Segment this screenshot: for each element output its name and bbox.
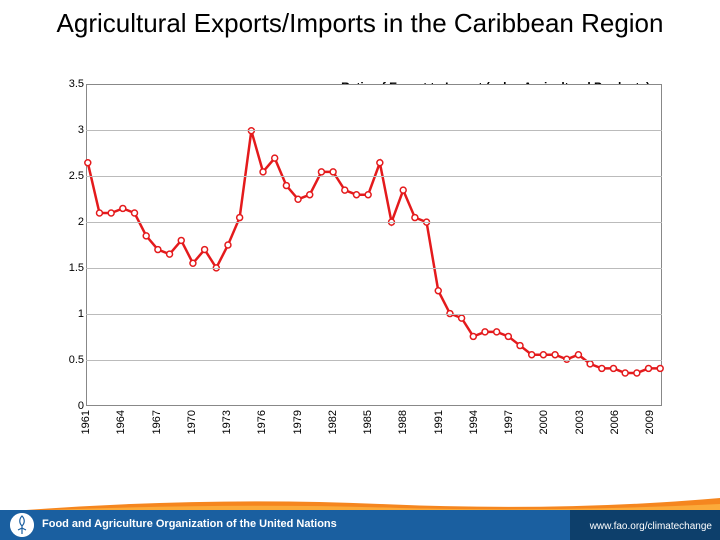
data-marker <box>167 251 173 257</box>
x-tick-label: 1985 <box>362 410 374 434</box>
data-marker <box>143 233 149 239</box>
y-tick-label: 2 <box>56 216 84 228</box>
data-marker <box>225 242 231 248</box>
x-tick-label: 1988 <box>397 410 409 434</box>
x-tick-label: 2006 <box>609 410 621 434</box>
data-marker <box>96 210 102 216</box>
chart-svg <box>87 85 661 405</box>
y-tick-label: 0.5 <box>56 354 84 366</box>
data-marker <box>295 196 301 202</box>
data-marker <box>353 192 359 198</box>
data-marker <box>587 361 593 367</box>
x-tick-label: 1976 <box>256 410 268 434</box>
x-tick-label: 1964 <box>115 410 127 434</box>
slide-title: Agricultural Exports/Imports in the Cari… <box>0 0 720 43</box>
y-tick-label: 1.5 <box>56 262 84 274</box>
data-marker <box>529 352 535 358</box>
data-marker <box>365 192 371 198</box>
x-tick-label: 2009 <box>644 410 656 434</box>
data-marker <box>611 365 617 371</box>
data-marker <box>377 160 383 166</box>
data-marker <box>505 333 511 339</box>
chart-container: Ratio of Export to Import (value Agricul… <box>50 76 670 456</box>
y-tick-label: 1 <box>56 308 84 320</box>
x-tick-label: 2000 <box>538 410 550 434</box>
data-marker <box>202 247 208 253</box>
data-marker <box>283 183 289 189</box>
data-marker <box>260 169 266 175</box>
data-marker <box>178 237 184 243</box>
fao-logo <box>10 513 34 537</box>
data-marker <box>108 210 114 216</box>
x-tick-label: 1982 <box>327 410 339 434</box>
y-tick-label: 3.5 <box>56 78 84 90</box>
x-tick-label: 1970 <box>186 410 198 434</box>
data-marker <box>342 187 348 193</box>
x-tick-label: 1967 <box>151 410 163 434</box>
x-tick-label: 2003 <box>574 410 586 434</box>
data-marker <box>318 169 324 175</box>
x-tick-label: 1997 <box>503 410 515 434</box>
data-marker <box>120 205 126 211</box>
data-marker <box>435 288 441 294</box>
data-marker <box>552 352 558 358</box>
data-marker <box>190 260 196 266</box>
data-marker <box>657 365 663 371</box>
gridline <box>86 314 662 315</box>
x-tick-label: 1961 <box>80 410 92 434</box>
gridline <box>86 176 662 177</box>
footer-org-text: Food and Agriculture Organization of the… <box>42 518 337 530</box>
data-marker <box>494 329 500 335</box>
data-marker <box>132 210 138 216</box>
data-marker <box>307 192 313 198</box>
data-marker <box>482 329 488 335</box>
data-marker <box>540 352 546 358</box>
footer-url: www.fao.org/climatechange <box>590 521 712 532</box>
gridline <box>86 268 662 269</box>
data-marker <box>237 215 243 221</box>
gridline <box>86 222 662 223</box>
gridline <box>86 130 662 131</box>
x-tick-label: 1979 <box>292 410 304 434</box>
data-marker <box>517 343 523 349</box>
x-tick-label: 1973 <box>221 410 233 434</box>
data-marker <box>400 187 406 193</box>
data-marker <box>646 365 652 371</box>
y-tick-label: 3 <box>56 124 84 136</box>
x-tick-label: 1991 <box>433 410 445 434</box>
data-marker <box>470 333 476 339</box>
y-tick-label: 2.5 <box>56 170 84 182</box>
data-marker <box>272 155 278 161</box>
footer: Food and Agriculture Organization of the… <box>0 486 720 540</box>
gridline <box>86 360 662 361</box>
data-line <box>88 131 660 373</box>
data-marker <box>634 370 640 376</box>
data-marker <box>155 247 161 253</box>
data-marker <box>412 215 418 221</box>
data-marker <box>330 169 336 175</box>
plot-area <box>86 84 662 406</box>
data-marker <box>85 160 91 166</box>
data-marker <box>599 365 605 371</box>
data-marker <box>575 352 581 358</box>
data-marker <box>622 370 628 376</box>
data-marker <box>459 315 465 321</box>
x-tick-label: 1994 <box>468 410 480 434</box>
